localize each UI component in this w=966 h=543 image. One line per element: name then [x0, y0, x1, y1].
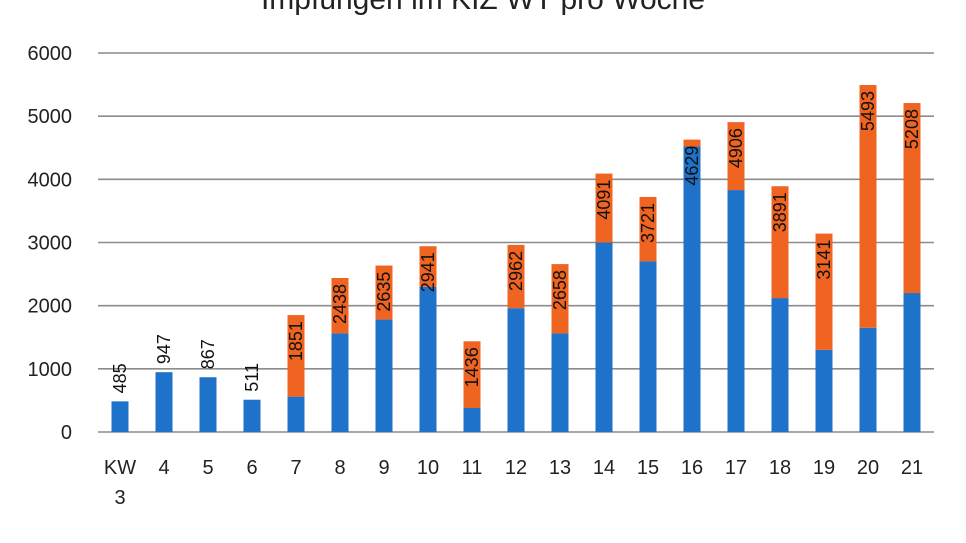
bar-segment-orange — [859, 85, 877, 328]
bar-segment-orange — [903, 103, 921, 294]
x-tick-label: 19 — [813, 457, 835, 479]
y-tick-label: 0 — [61, 422, 72, 444]
data-labels: 485 947 867 511 1851 2438 2635 2941 1436 2962 2658… — [110, 91, 922, 393]
bar-segment-blue — [155, 372, 173, 432]
bar-segment-blue — [551, 333, 569, 432]
bar-total-label: 947 — [154, 334, 174, 364]
x-tick-label: 12 — [505, 457, 527, 479]
bar-segment-blue — [815, 349, 833, 432]
bar-total-label: 4906 — [726, 128, 746, 168]
bar-segment-blue — [419, 286, 437, 432]
bar-segment-blue — [331, 333, 349, 432]
bar-total-label: 485 — [110, 363, 130, 393]
bar-total-label: 2438 — [330, 284, 350, 324]
bar-segment-orange — [815, 233, 833, 350]
bar-total-label: 3891 — [770, 192, 790, 232]
bar-total-label: 2658 — [550, 270, 570, 310]
x-tick-label: 15 — [637, 457, 659, 479]
x-tick-label: 9 — [378, 457, 389, 479]
x-tick-label: 16 — [681, 457, 703, 479]
bar-segment-orange — [683, 139, 701, 147]
bar-segment-blue — [375, 319, 393, 432]
bar-segment-blue — [727, 190, 745, 432]
y-tick-label: 4000 — [28, 169, 73, 191]
bar-segment-blue — [639, 261, 657, 432]
bar-total-label: 2962 — [506, 251, 526, 291]
x-tick-label: 6 — [246, 457, 257, 479]
x-tick-label: 14 — [593, 457, 615, 479]
bar-total-label: 1436 — [462, 347, 482, 387]
x-tick-label: KW 3 — [104, 457, 136, 509]
x-tick-label: 10 — [417, 457, 439, 479]
bar-segment-blue — [507, 308, 525, 432]
y-tick-label: 6000 — [28, 43, 73, 65]
bar-segment-orange — [507, 244, 525, 309]
bar-segment-orange — [727, 122, 745, 191]
bar-total-label: 2635 — [374, 272, 394, 312]
bar-segment-orange — [639, 196, 657, 262]
bar-segment-orange — [463, 341, 481, 408]
bar-segment-blue — [287, 396, 305, 432]
bar-total-label: 867 — [198, 339, 218, 369]
y-tick-label: 3000 — [28, 233, 73, 255]
bar-segment-blue — [595, 242, 613, 432]
x-tick-label: 11 — [462, 457, 483, 479]
bar-segment-orange — [771, 186, 789, 299]
bar-segment-orange — [375, 265, 393, 320]
x-tick-label: 20 — [857, 457, 879, 479]
bar-segment-orange — [287, 315, 305, 397]
bar-total-label: 5493 — [858, 91, 878, 131]
bar-segment-blue — [243, 399, 261, 432]
x-tick-label: 21 — [901, 457, 923, 479]
x-tick-label: 8 — [334, 457, 345, 479]
bar-total-label: 1851 — [286, 321, 306, 361]
bar-segment-orange — [551, 264, 569, 334]
bar-segment-blue — [111, 401, 129, 432]
bar-total-label: 3721 — [638, 203, 658, 243]
y-tick-label: 5000 — [28, 106, 73, 128]
bar-segment-orange — [419, 246, 437, 287]
bar-segment-orange — [595, 173, 613, 243]
bar-total-label: 2941 — [418, 252, 438, 292]
x-tick-label: 5 — [202, 457, 213, 479]
bar-total-label: 4629 — [682, 146, 702, 186]
bar-segment-blue — [903, 293, 921, 432]
bar-segment-blue — [199, 377, 217, 432]
y-tick-label: 1000 — [28, 359, 73, 381]
bar-segment-orange — [331, 277, 349, 334]
bar-total-label: 5208 — [902, 109, 922, 149]
bar-total-label: 3141 — [814, 240, 834, 280]
bar-segment-blue — [463, 407, 481, 432]
x-tick-label: 4 — [158, 457, 169, 479]
x-tick-label: 13 — [549, 457, 571, 479]
x-axis: KW 3 4 5 6 7 8 9 10 11 12 13 14 15 16 17 18 19 20 21 — [104, 457, 923, 509]
y-tick-label: 2000 — [28, 296, 73, 318]
bar-total-label: 4091 — [594, 180, 614, 220]
x-tick-label: 18 — [769, 457, 791, 479]
y-axis: 0 1000 2000 3000 4000 5000 6000 — [28, 43, 73, 444]
bar-segment-blue — [683, 146, 701, 432]
bar-total-label: 511 — [242, 363, 262, 392]
bar-segment-blue — [859, 327, 877, 432]
x-tick-label: 7 — [290, 457, 301, 479]
bar-segment-blue — [771, 298, 789, 432]
x-tick-label: 17 — [725, 457, 747, 479]
bars — [111, 85, 921, 432]
chart-title: Impfungen im KIZ WT pro Woche — [261, 0, 705, 16]
